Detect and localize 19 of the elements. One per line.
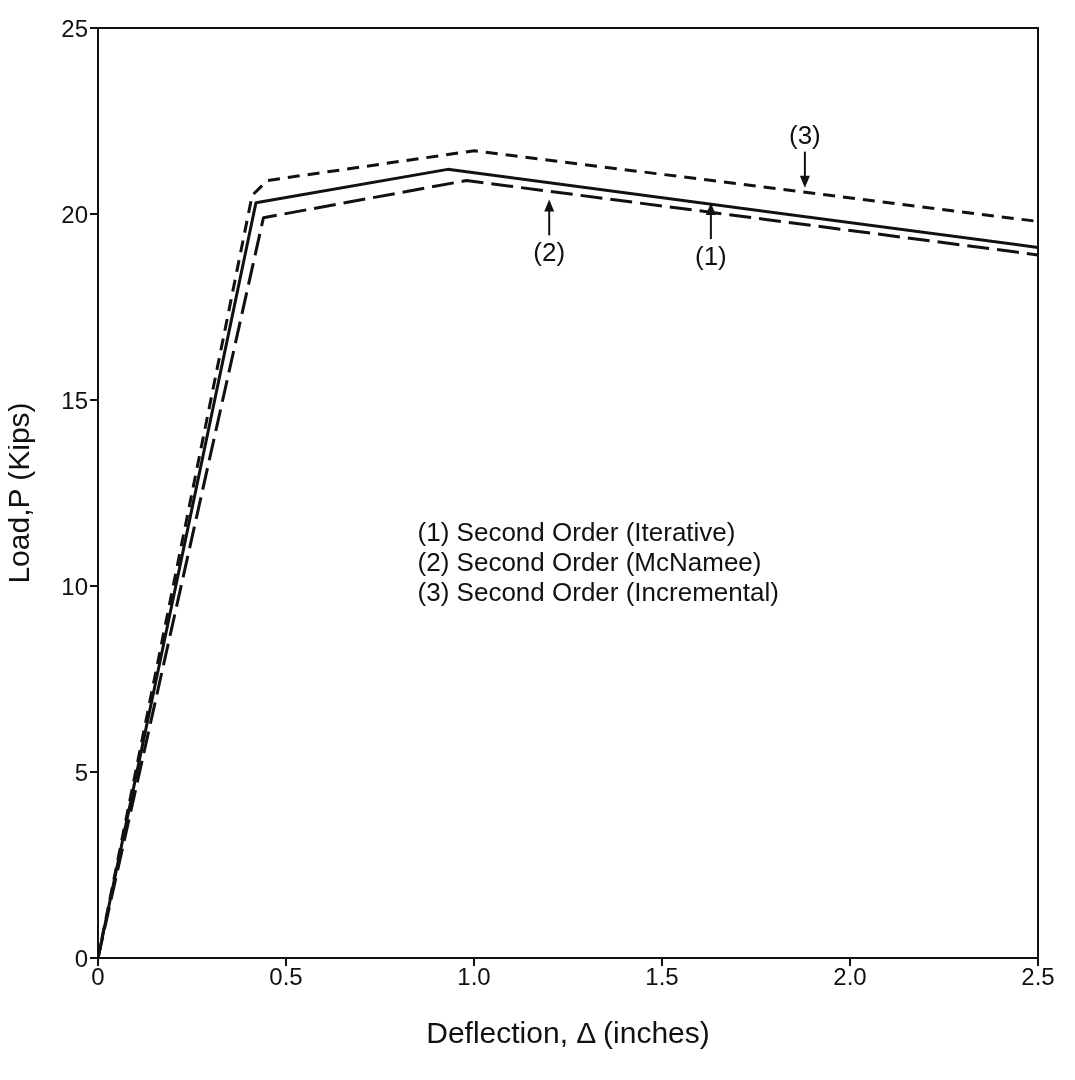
annotation: (2): [533, 237, 566, 268]
annotation: (2) Second Order (McNamee): [417, 547, 762, 578]
y-tick-label: 25: [61, 14, 88, 42]
y-tick-label: 0: [74, 944, 88, 972]
y-tick-label: 20: [61, 200, 88, 228]
x-axis-title: Deflection, Δ (inches): [426, 1016, 710, 1049]
y-tick-label: 15: [61, 386, 88, 414]
y-tick-label: 5: [74, 758, 88, 786]
annotation: (1): [694, 241, 727, 272]
x-tick-label: 2.0: [833, 963, 867, 991]
x-tick-label: 0.5: [269, 963, 303, 991]
x-tick-label: 1.5: [645, 963, 679, 991]
annotation: (3): [788, 119, 821, 150]
x-tick-label: 0: [91, 963, 105, 991]
annotation: (1) Second Order (Iterative): [417, 517, 736, 548]
y-tick-label: 10: [61, 572, 88, 600]
x-tick-label: 1.0: [457, 963, 491, 991]
annotation: (3) Second Order (Incremental): [417, 577, 779, 608]
x-tick-label: 2.5: [1021, 963, 1055, 991]
